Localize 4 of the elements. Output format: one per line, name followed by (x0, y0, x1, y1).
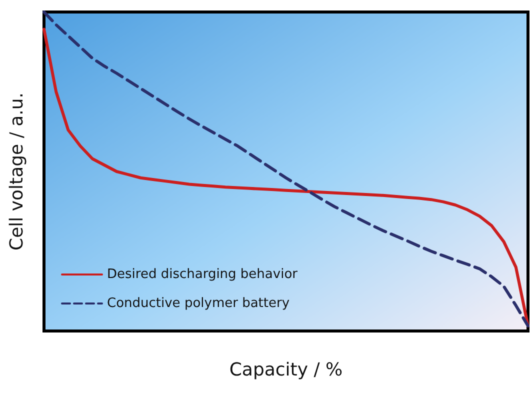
legend-label: Conductive polymer battery (107, 296, 290, 311)
x-axis-title: Capacity / % (229, 360, 343, 380)
y-axis-title: Cell voltage / a.u. (6, 92, 28, 251)
legend-label: Desired discharging behavior (107, 267, 298, 282)
